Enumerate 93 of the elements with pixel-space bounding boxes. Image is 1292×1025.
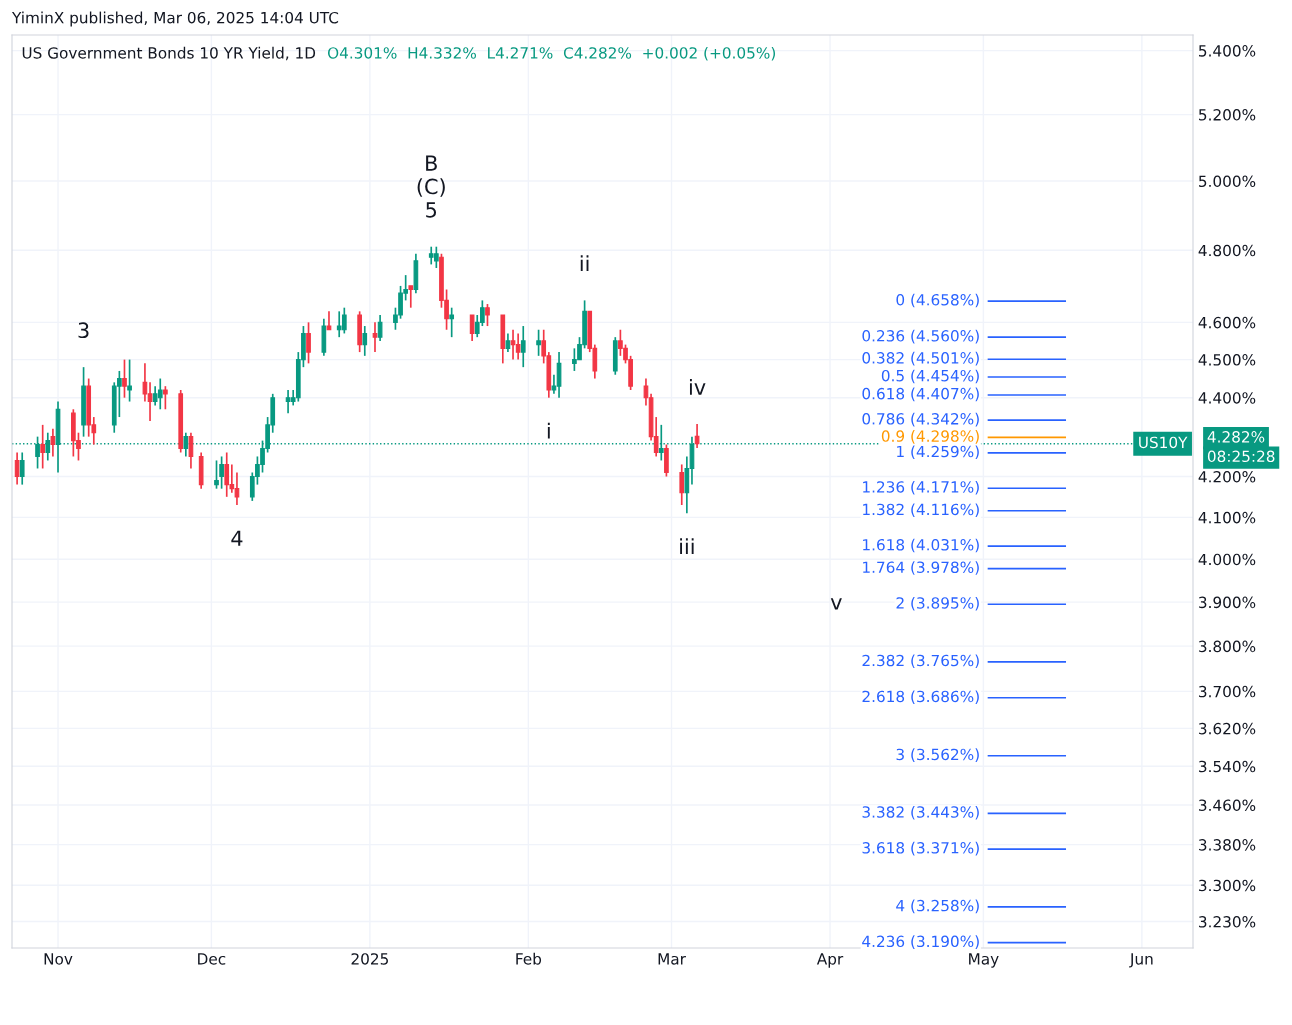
- x-tick-label: May: [969, 953, 999, 968]
- annotation: 4: [231, 530, 243, 546]
- candlestick: [306, 321, 311, 365]
- annotation: iii: [680, 538, 694, 555]
- candlestick: [664, 443, 669, 478]
- series-label: 0.618 (4.407%): [862, 387, 979, 402]
- text: YiminX published, Mar 06, 2025 14:04 UTC: [11, 11, 339, 27]
- candlestick: [515, 332, 521, 361]
- candlestick: [19, 451, 25, 486]
- annotation: i: [547, 422, 550, 439]
- y-tick-label: 4.500%: [1198, 354, 1256, 366]
- candlestick: [157, 377, 163, 411]
- x-tick-label: Apr: [816, 953, 844, 968]
- y-tick-label: 4.100%: [1198, 511, 1256, 524]
- y-tick-label: 4.600%: [1198, 316, 1256, 329]
- series-label: 3 (3.562%): [896, 748, 979, 762]
- candlestick: [372, 321, 378, 353]
- candlestick: [224, 451, 230, 498]
- x-tick-label: Jun: [1129, 953, 1153, 968]
- series-label: 1.764 (3.978%): [863, 561, 979, 575]
- candlestick: [214, 459, 219, 490]
- y-tick-label: 4.200%: [1198, 470, 1256, 483]
- series-label: 1.618 (4.031%): [863, 538, 979, 553]
- candlestick: [408, 285, 414, 309]
- candlestick: [694, 423, 700, 449]
- series-label: 4 (3.258%): [896, 899, 979, 914]
- y-tick-label: 3.230%: [1199, 916, 1256, 928]
- y-tick-label: 3.700%: [1199, 685, 1256, 698]
- series-label: 1.382 (4.116%): [863, 503, 979, 517]
- text: US Government Bonds 10 YR Yield, 1D: [22, 46, 316, 61]
- y-tick-label: 5.000%: [1199, 175, 1256, 188]
- candlestick: [50, 427, 56, 458]
- candlestick: [485, 303, 490, 327]
- annotation: ii: [580, 255, 589, 272]
- series-label: 0.5 (4.454%): [881, 369, 979, 384]
- candlestick: [326, 310, 332, 331]
- y-tick-label: 3.300%: [1199, 879, 1256, 892]
- annotation: iv: [689, 378, 706, 395]
- candlestick: [45, 431, 51, 462]
- ref-line-label: US10Y: [1139, 436, 1188, 449]
- candlestick: [142, 362, 148, 403]
- y-tick-label: 4.400%: [1198, 392, 1256, 404]
- x-tick-label: Mar: [658, 953, 686, 965]
- series-label: 4.236 (3.190%): [862, 935, 979, 949]
- y-tick-label: 4.000%: [1198, 553, 1256, 566]
- y-tick-label: 4.800%: [1198, 244, 1256, 257]
- annotation: 3: [78, 322, 89, 339]
- y-tick-label: 3.540%: [1199, 760, 1256, 773]
- series-label: 2 (3.895%): [896, 596, 979, 611]
- candlestick: [520, 325, 526, 368]
- x-tick-label: Feb: [516, 952, 542, 965]
- candlestick: [377, 314, 383, 342]
- x-tick-label: 2025: [351, 953, 388, 965]
- text: O4.301% H4.332% L4.271% C4.282% +0.002 (+0.05%): [327, 46, 776, 61]
- series-label: 0.786 (4.342%): [862, 412, 979, 427]
- series-label: 2.382 (3.765%): [862, 654, 979, 669]
- annotation: B (C) 5: [417, 155, 445, 218]
- y-tick-label: 3.900%: [1199, 596, 1256, 609]
- y-tick-label: 3.460%: [1199, 799, 1256, 812]
- series-label: 0.382 (4.501%): [862, 351, 979, 366]
- series-label: 3.382 (3.443%): [862, 805, 979, 820]
- series-label: 3.618 (3.371%): [862, 841, 979, 856]
- candlestick: [122, 358, 127, 399]
- candlestick: [469, 314, 475, 342]
- y-tick-label: 3.380%: [1199, 839, 1256, 851]
- series-label: 1.236 (4.171%): [863, 480, 979, 495]
- series-label: 2.618 (3.686%): [862, 690, 979, 704]
- candlestick: [362, 325, 368, 357]
- series-label: 0.236 (4.560%): [862, 329, 979, 344]
- candlestick: [505, 332, 511, 353]
- candlestick: [127, 358, 132, 403]
- x-tick-label: Nov: [44, 953, 73, 965]
- x-tick-label: Dec: [198, 953, 226, 965]
- candlestick: [219, 455, 224, 490]
- candlestick: [163, 385, 168, 411]
- candlestick: [536, 328, 541, 357]
- candlestick: [183, 431, 189, 458]
- candlestick: [679, 463, 685, 506]
- y-tick-label: 5.200%: [1199, 109, 1256, 121]
- series-label: 0 (4.658%): [896, 293, 979, 308]
- candlestick: [40, 424, 46, 470]
- annotation: v: [830, 598, 842, 610]
- candlestick: [341, 306, 347, 335]
- candlestick: [14, 451, 20, 486]
- y-tick-label: 3.800%: [1199, 640, 1256, 653]
- candlestick: [433, 245, 439, 269]
- series-label: 1 (4.259%): [897, 445, 979, 460]
- y-tick-label: 3.620%: [1199, 722, 1256, 735]
- y-tick-label: 5.400%: [1199, 45, 1256, 57]
- text: 4.282%: [1207, 431, 1265, 443]
- candlestick: [449, 306, 455, 338]
- series-label: 0.9 (4.298%): [881, 430, 979, 444]
- text: 08:25:28: [1207, 450, 1275, 463]
